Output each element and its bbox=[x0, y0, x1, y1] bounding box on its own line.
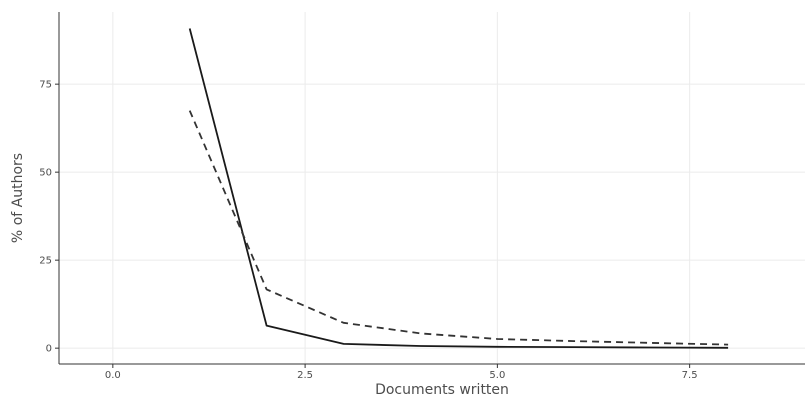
dashed-series-line bbox=[188, 110, 729, 346]
axes bbox=[55, 12, 805, 368]
y-tick-label: 50 bbox=[39, 168, 52, 179]
grid-lines bbox=[59, 12, 805, 364]
y-axis-title: % of Authors bbox=[10, 153, 26, 243]
tick-labels: 0.0 2.5 5.0 7.5 0 25 50 75 bbox=[39, 80, 697, 381]
x-tick-label: 5.0 bbox=[489, 370, 505, 381]
y-tick-label: 75 bbox=[39, 80, 52, 91]
x-tick-label: 7.5 bbox=[682, 370, 698, 381]
y-tick-label: 25 bbox=[39, 256, 52, 267]
y-tick-label: 0 bbox=[46, 344, 52, 355]
solid-series-line bbox=[188, 28, 729, 349]
series-lines bbox=[188, 28, 729, 349]
x-tick-label: 2.5 bbox=[297, 370, 313, 381]
x-axis-title: Documents written bbox=[375, 382, 509, 398]
x-tick-label: 0.0 bbox=[105, 370, 121, 381]
